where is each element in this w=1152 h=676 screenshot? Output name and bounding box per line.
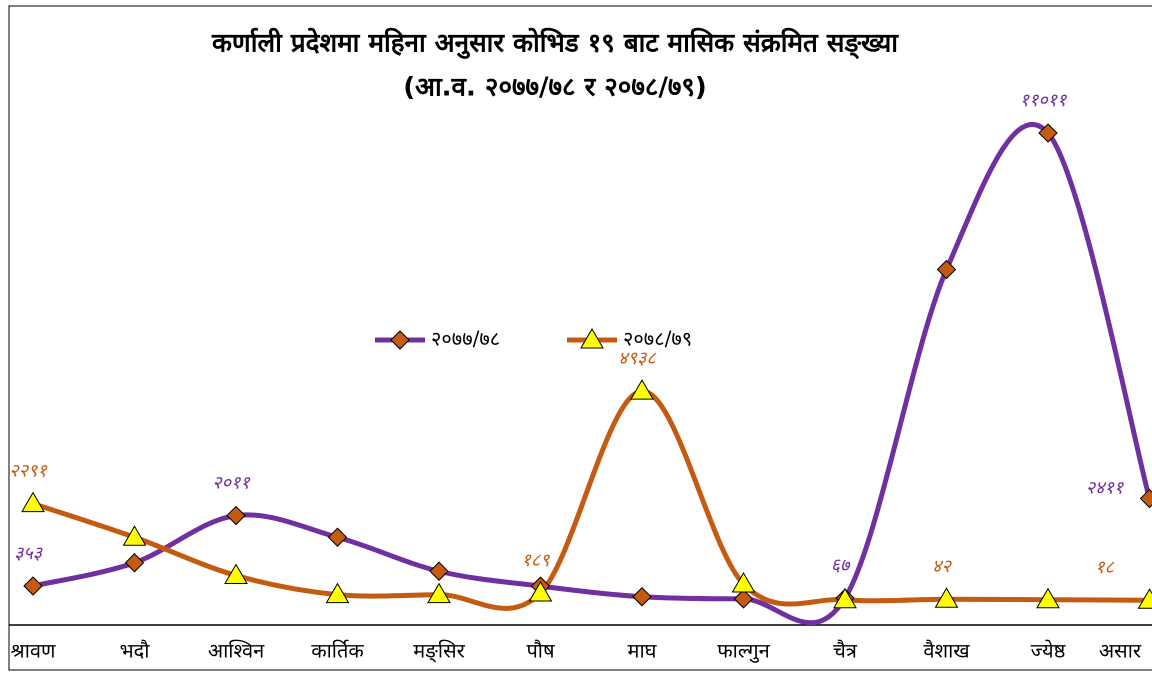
triangle-marker: [1036, 587, 1060, 609]
diamond-marker: [1038, 123, 1058, 143]
diamond-marker: [733, 589, 754, 609]
x-tick-label: श्रावण: [11, 639, 56, 663]
data-label: १८९: [521, 550, 550, 571]
triangle-marker: [21, 491, 45, 513]
diamond-marker: [936, 259, 957, 280]
x-tick-label: आश्विन: [208, 639, 265, 663]
x-tick-label: वैशाख: [923, 639, 970, 663]
data-label: २२९१: [9, 461, 47, 482]
frame: [8, 5, 1152, 671]
chart-subtitle: (आ.व. २०७७/७८ र २०७८/७९): [403, 73, 707, 103]
diamond-marker: [429, 561, 449, 581]
triangle-marker: [580, 328, 604, 349]
x-tick-label: पौष: [526, 639, 555, 663]
x-tick-label: माघ: [628, 639, 658, 663]
x-tick-label: भदौ: [120, 639, 151, 663]
x-tick-label: मङ्सिर: [413, 639, 465, 664]
legend-label: २०७७/७८: [431, 327, 500, 351]
triangle-marker: [122, 525, 147, 546]
data-label: ४२: [932, 556, 952, 577]
x-tick-label: असार: [1099, 639, 1142, 663]
data-label: ११०११: [1020, 90, 1067, 111]
diamond-marker: [390, 330, 410, 350]
diamond-marker: [632, 587, 652, 607]
diamond-marker: [124, 553, 145, 573]
chart-title: कर्णाली प्रदेशमा महिना अनुसार कोभिड १९ ब…: [211, 28, 899, 60]
triangle-marker: [528, 580, 553, 602]
data-label: २४११: [1086, 478, 1124, 499]
data-label: ६७: [831, 555, 851, 576]
triangle-marker: [427, 582, 451, 604]
triangle-marker: [630, 379, 654, 400]
x-tick-label: फाल्गुन: [717, 639, 770, 664]
data-label: १८: [1095, 557, 1114, 578]
series-line: [32, 388, 1150, 611]
triangle-marker: [833, 587, 857, 609]
data-label: ३५३: [14, 543, 43, 564]
triangle-marker: [1137, 588, 1152, 609]
data-label: ४९३८: [618, 348, 656, 369]
diamond-marker: [23, 576, 43, 596]
triangle-marker: [224, 563, 248, 584]
diamond-marker: [1139, 488, 1152, 509]
legend-label: २०७८/७९: [623, 327, 692, 351]
x-tick-label: ज्येष्ठ: [1031, 639, 1067, 663]
triangle-marker: [731, 572, 756, 593]
diamond-marker: [327, 527, 348, 547]
x-tick-label: चैत्र: [833, 639, 858, 663]
diamond-marker: [226, 505, 246, 526]
series-line: [32, 122, 1152, 626]
data-label: २०११: [212, 473, 250, 494]
triangle-marker: [325, 582, 350, 604]
triangle-marker: [934, 587, 959, 608]
x-tick-label: कार्तिक: [311, 639, 364, 663]
